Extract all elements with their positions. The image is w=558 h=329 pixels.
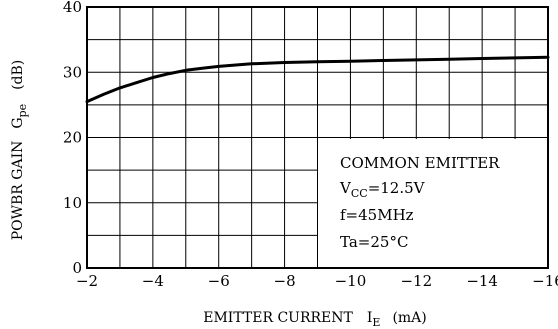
annotation-line-4: Ta=25°C: [340, 233, 408, 251]
plot-frame: [86, 6, 549, 269]
x-tick-label: −16: [532, 272, 558, 290]
x-tick-label: −8: [274, 272, 296, 290]
x-tick-label: −10: [335, 272, 367, 290]
annotation-box-background: [318, 139, 547, 267]
annotation-box: COMMON EMITTER VCC=12.5V f=45MHz Ta=25°C: [318, 139, 547, 267]
x-tick-label: −4: [142, 272, 164, 290]
x-tick-label: −14: [466, 272, 498, 290]
annotation-line-2: VCC=12.5V: [339, 179, 426, 200]
y-tick-labels: 0 10 20 30 40: [63, 0, 82, 277]
annotation-line-3: f=45MHz: [340, 206, 414, 224]
y-tick-label: 40: [63, 0, 82, 16]
y-tick-label: 10: [63, 194, 82, 212]
x-tick-label: −6: [208, 272, 230, 290]
y-tick-label: 0: [72, 259, 82, 277]
x-tick-label: −2: [76, 272, 98, 290]
x-tick-labels: −2 −4 −6 −8 −10 −12 −14 −16: [76, 272, 558, 290]
y-tick-label: 20: [63, 129, 82, 147]
series-line: [85, 55, 550, 104]
x-tick-label: −12: [400, 272, 432, 290]
y-tick-label: 30: [63, 63, 82, 81]
x-axis-label: EMITTER CURRENT IE (mA): [203, 310, 427, 329]
annotation-line-1: COMMON EMITTER: [340, 154, 500, 172]
y-axis-label: POWBR GAINGpe(dB): [10, 60, 29, 241]
